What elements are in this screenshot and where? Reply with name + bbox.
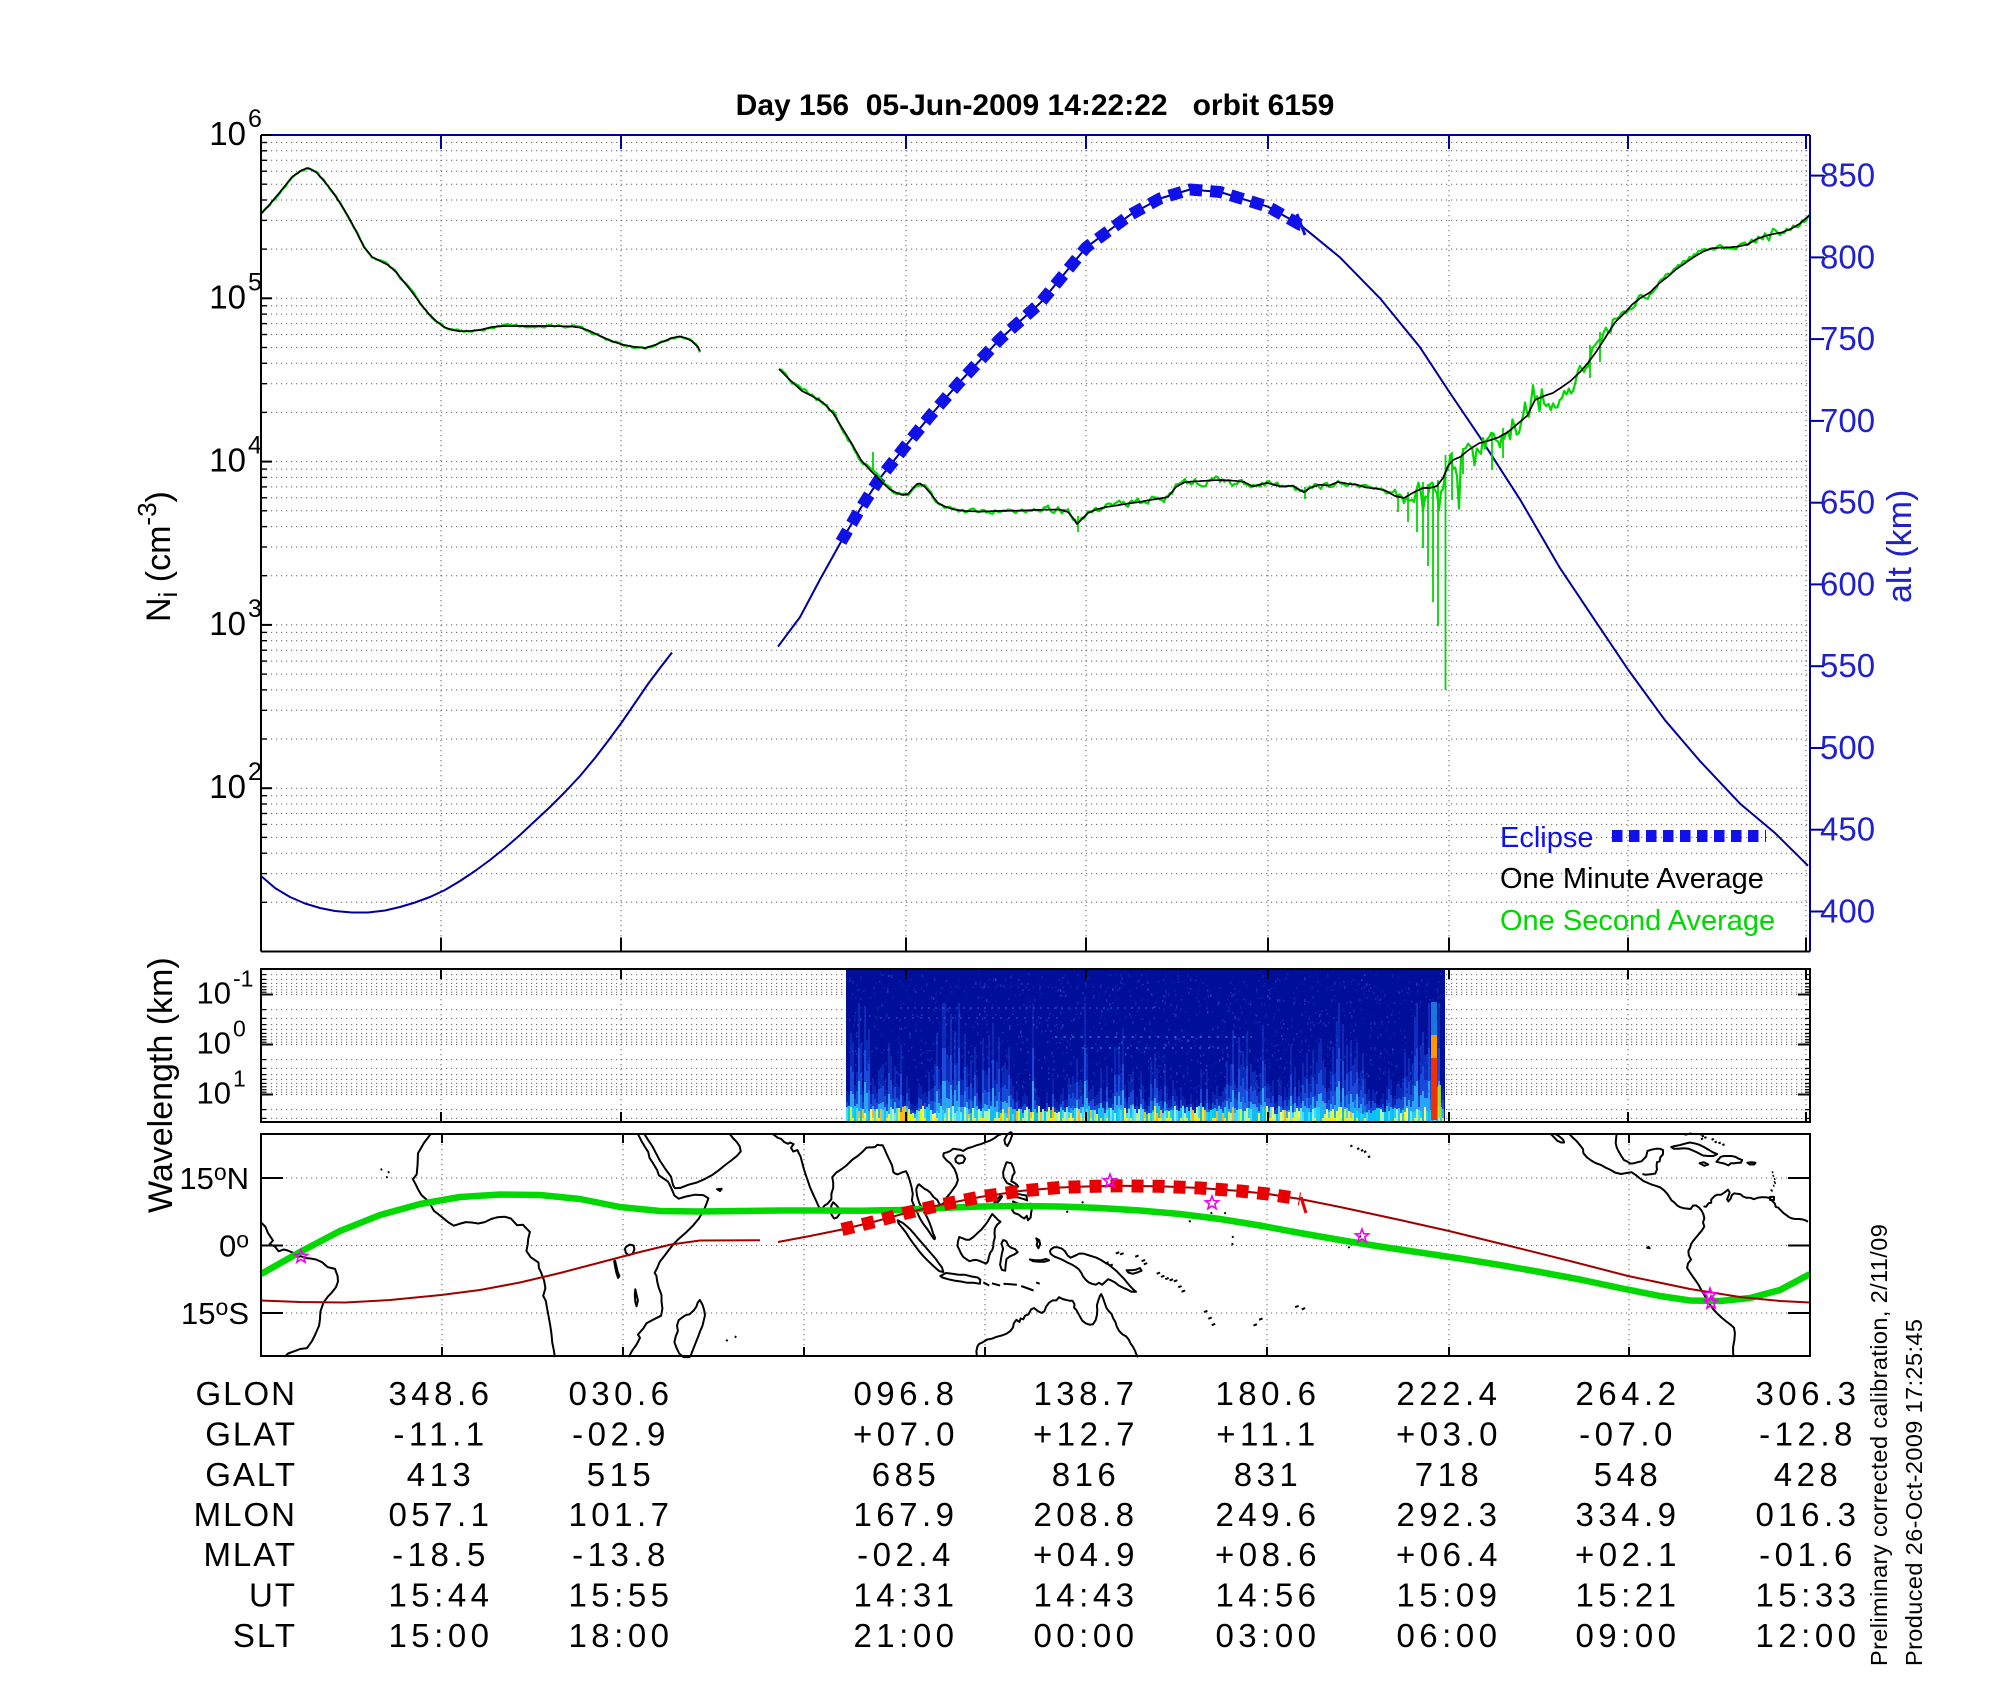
svg-text:650: 650 — [1820, 484, 1875, 521]
svg-text:413: 413 — [407, 1456, 476, 1493]
svg-text:2: 2 — [248, 758, 262, 786]
svg-text:-02.4: -02.4 — [857, 1536, 955, 1573]
svg-text:15:33: 15:33 — [1755, 1577, 1860, 1614]
svg-text:GLAT: GLAT — [205, 1416, 297, 1453]
svg-text:180.6: 180.6 — [1215, 1375, 1320, 1412]
svg-text:264.2: 264.2 — [1575, 1375, 1680, 1412]
svg-text:10: 10 — [197, 1026, 231, 1061]
svg-text:+02.1: +02.1 — [1575, 1536, 1681, 1573]
svg-text:14:43: 14:43 — [1033, 1577, 1138, 1614]
svg-text:15:44: 15:44 — [388, 1577, 493, 1614]
svg-text:21:00: 21:00 — [853, 1617, 958, 1654]
svg-text:15oS: 15oS — [181, 1294, 249, 1331]
svg-text:400: 400 — [1820, 893, 1875, 930]
svg-text:MLAT: MLAT — [203, 1536, 297, 1573]
svg-text:030.6: 030.6 — [568, 1375, 673, 1412]
svg-text:+12.7: +12.7 — [1033, 1416, 1139, 1453]
svg-text:850: 850 — [1820, 157, 1875, 194]
svg-text:800: 800 — [1820, 238, 1875, 275]
svg-text:3: 3 — [248, 595, 262, 623]
svg-text:208.8: 208.8 — [1033, 1496, 1138, 1533]
svg-text:750: 750 — [1820, 320, 1875, 357]
svg-text:+08.6: +08.6 — [1215, 1536, 1321, 1573]
svg-text:SLT: SLT — [233, 1617, 297, 1654]
svg-text:14:31: 14:31 — [853, 1577, 958, 1614]
svg-text:+03.0: +03.0 — [1396, 1416, 1502, 1453]
svg-text:15:09: 15:09 — [1396, 1577, 1501, 1614]
svg-text:15:00: 15:00 — [388, 1617, 493, 1654]
svg-text:700: 700 — [1820, 402, 1875, 439]
svg-text:10: 10 — [209, 115, 246, 152]
svg-text:10: 10 — [209, 768, 246, 805]
svg-text:-11.1: -11.1 — [393, 1416, 488, 1453]
svg-text:GLON: GLON — [195, 1375, 297, 1412]
svg-text:-12.8: -12.8 — [1759, 1416, 1857, 1453]
svg-text:450: 450 — [1820, 811, 1875, 848]
svg-text:101.7: 101.7 — [568, 1496, 673, 1533]
svg-text:alt (km): alt (km) — [1881, 490, 1919, 603]
svg-text:500: 500 — [1820, 729, 1875, 766]
svg-text:685: 685 — [872, 1456, 941, 1493]
svg-text:515: 515 — [587, 1456, 656, 1493]
svg-text:00:00: 00:00 — [1033, 1617, 1138, 1654]
svg-text:348.6: 348.6 — [388, 1375, 493, 1412]
svg-text:222.4: 222.4 — [1396, 1375, 1501, 1412]
svg-text:016.3: 016.3 — [1755, 1496, 1860, 1533]
svg-text:06:00: 06:00 — [1396, 1617, 1501, 1654]
svg-text:15:21: 15:21 — [1575, 1577, 1680, 1614]
svg-text:One Second Average: One Second Average — [1500, 905, 1775, 937]
svg-text:10: 10 — [209, 605, 246, 642]
svg-text:600: 600 — [1820, 565, 1875, 602]
svg-text:-01.6: -01.6 — [1759, 1536, 1857, 1573]
svg-text:One Minute Average: One Minute Average — [1500, 863, 1764, 895]
svg-text:334.9: 334.9 — [1575, 1496, 1680, 1533]
svg-text:03:00: 03:00 — [1215, 1617, 1320, 1654]
svg-text:GALT: GALT — [205, 1456, 297, 1493]
svg-text:167.9: 167.9 — [853, 1496, 958, 1533]
svg-text:10: 10 — [209, 278, 246, 315]
svg-text:4: 4 — [248, 432, 262, 460]
svg-text:Produced 26-Oct-2009 17:25:45: Produced 26-Oct-2009 17:25:45 — [1901, 1319, 1927, 1666]
svg-text:550: 550 — [1820, 647, 1875, 684]
svg-text:-02.9: -02.9 — [572, 1416, 670, 1453]
svg-text:14:56: 14:56 — [1215, 1577, 1320, 1614]
svg-text:1: 1 — [233, 1066, 246, 1092]
svg-text:09:00: 09:00 — [1575, 1617, 1680, 1654]
svg-text:718: 718 — [1415, 1456, 1484, 1493]
svg-text:831: 831 — [1234, 1456, 1303, 1493]
svg-text:10: 10 — [209, 442, 246, 479]
svg-text:138.7: 138.7 — [1033, 1375, 1138, 1412]
svg-text:+07.0: +07.0 — [853, 1416, 959, 1453]
svg-text:Day 156 05-Jun-2009 14:22:22: Day 156 05-Jun-2009 14:22:22 orbit 6159 — [736, 89, 1335, 122]
svg-text:10: 10 — [197, 1076, 231, 1111]
svg-text:12:00: 12:00 — [1755, 1617, 1860, 1654]
svg-text:+11.1: +11.1 — [1216, 1416, 1320, 1453]
svg-text:6: 6 — [248, 105, 262, 133]
svg-text:-1: -1 — [233, 966, 253, 992]
svg-text:MLON: MLON — [194, 1496, 297, 1533]
svg-text:096.8: 096.8 — [853, 1375, 958, 1412]
svg-text:548: 548 — [1594, 1456, 1663, 1493]
svg-text:18:00: 18:00 — [568, 1617, 673, 1654]
svg-text:Preliminary corrected calibrat: Preliminary corrected calibration, 2/11/… — [1866, 1224, 1892, 1666]
svg-text:UT: UT — [249, 1577, 297, 1614]
svg-text:428: 428 — [1774, 1456, 1843, 1493]
svg-text:15:55: 15:55 — [568, 1577, 673, 1614]
svg-text:292.3: 292.3 — [1396, 1496, 1501, 1533]
svg-text:-07.0: -07.0 — [1579, 1416, 1677, 1453]
svg-text:10: 10 — [197, 976, 231, 1011]
svg-text:816: 816 — [1052, 1456, 1121, 1493]
svg-text:306.3: 306.3 — [1755, 1375, 1860, 1412]
svg-text:-13.8: -13.8 — [572, 1536, 670, 1573]
svg-text:-18.5: -18.5 — [392, 1536, 490, 1573]
svg-text:+06.4: +06.4 — [1396, 1536, 1502, 1573]
svg-text:Wavelength (km): Wavelength (km) — [142, 957, 180, 1213]
svg-text:249.6: 249.6 — [1215, 1496, 1320, 1533]
svg-text:5: 5 — [248, 268, 262, 296]
svg-text:057.1: 057.1 — [388, 1496, 493, 1533]
svg-text:0: 0 — [233, 1016, 246, 1042]
svg-text:+04.9: +04.9 — [1033, 1536, 1139, 1573]
svg-text:Eclipse: Eclipse — [1500, 822, 1594, 854]
